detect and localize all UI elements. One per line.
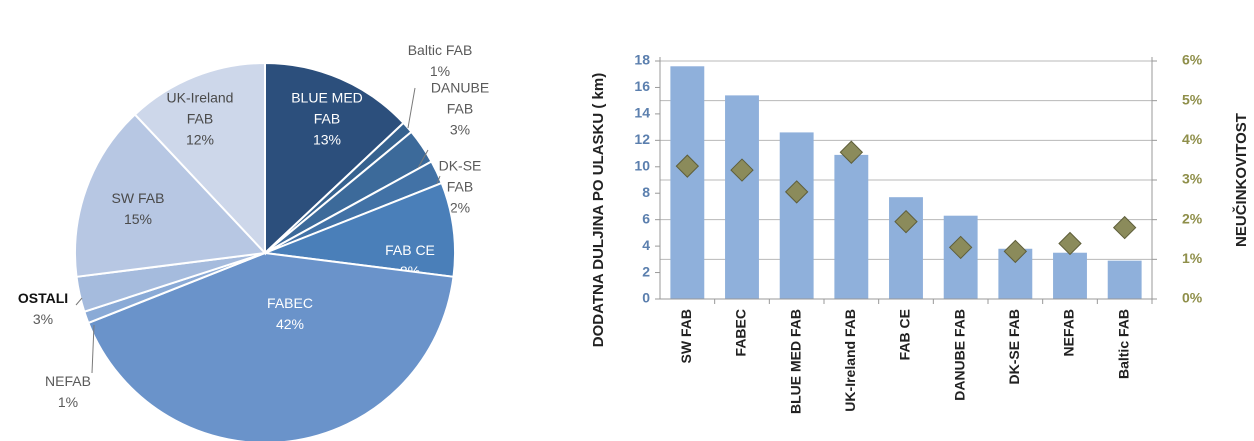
pie-slice-label: FAB xyxy=(447,101,473,117)
y2-tick-label: 4% xyxy=(1182,131,1203,147)
bar xyxy=(1107,260,1142,299)
y-tick-label: 18 xyxy=(634,52,650,68)
pie-slice-label: 13% xyxy=(313,132,341,148)
pie-slice-label: DK-SE xyxy=(439,158,482,174)
x-tick-label: SW FAB xyxy=(678,309,694,363)
bar xyxy=(779,132,814,299)
pie-slice-label: 1% xyxy=(58,394,78,410)
bar-chart: 0 2 4 6 8 10 12 14 16 18 0% 1% 2% 3% 4% 5% 6% SW FAB FABEC… xyxy=(590,52,1250,414)
pie-slice xyxy=(133,61,266,256)
inefficiency-marker xyxy=(730,158,754,182)
pie-slice-label: 42% xyxy=(276,316,304,332)
pie-slice xyxy=(264,181,456,278)
inefficiency-markers xyxy=(675,140,1137,264)
x-tick-label: BLUE MED FAB xyxy=(787,309,803,414)
bar xyxy=(1053,252,1087,299)
y2-tick-label: 6% xyxy=(1182,52,1203,68)
pie-slice-label: 2% xyxy=(450,200,470,216)
bar-series xyxy=(670,66,1142,299)
pie-slice-label: 1% xyxy=(430,63,450,79)
inefficiency-marker xyxy=(1058,231,1082,256)
pie-leader-line xyxy=(407,87,416,129)
x-tick-label: NEFAB xyxy=(1061,309,1077,356)
pie-slice-label: FAB xyxy=(447,179,473,195)
y2-tick-label: 0% xyxy=(1182,290,1203,306)
pie-leader-line xyxy=(417,149,429,169)
pie-leader-line xyxy=(75,297,83,306)
bar xyxy=(670,66,705,299)
pie-slice-label: 3% xyxy=(33,311,53,327)
axes: 0 2 4 6 8 10 12 14 16 18 0% 1% 2% 3% 4% 5% 6% SW FAB FABEC… xyxy=(634,52,1202,414)
y-tick-label: 4 xyxy=(642,237,650,253)
pie-slice-label: SW FAB xyxy=(112,190,165,206)
x-tick-label: DK-SE FAB xyxy=(1006,309,1022,384)
pie-slice-label: FAB CE xyxy=(385,242,435,258)
y2-axis-title: NEUČINKOVITOST xyxy=(1232,113,1250,247)
y-tick-label: 14 xyxy=(634,105,650,121)
pie-slice xyxy=(74,113,268,278)
pie-slice-label: 15% xyxy=(124,211,152,227)
pie-slice-label: FABEC xyxy=(267,295,313,311)
pie-slice-label: NEFAB xyxy=(45,373,91,389)
pie-slice-label: UK-Ireland xyxy=(167,90,234,106)
y-tick-label: 8 xyxy=(642,184,650,200)
pie-slice-label: OSTALI xyxy=(18,290,68,306)
pie-slice-label: BLUE MED xyxy=(291,90,363,106)
y-tick-label: 12 xyxy=(634,131,650,147)
pie-slice-label: 3% xyxy=(450,122,470,138)
y-tick-label: 0 xyxy=(642,290,650,306)
x-tick-label: UK-Ireland FAB xyxy=(842,309,858,412)
inefficiency-marker xyxy=(1003,239,1028,264)
y-tick-label: 16 xyxy=(634,78,650,94)
x-tick-label: FABEC xyxy=(733,309,749,356)
y-axis-title: DODATNA DULJINA PO ULASKU ( km) xyxy=(590,73,607,347)
inefficiency-marker xyxy=(894,209,918,234)
inefficiency-marker xyxy=(839,140,864,164)
pie-slice-label: DANUBE xyxy=(431,80,489,96)
y2-tick-label: 2% xyxy=(1182,210,1203,226)
bar xyxy=(725,95,759,299)
x-tick-label: DANUBE FAB xyxy=(951,309,967,401)
y-tick-label: 6 xyxy=(642,210,650,226)
x-tick-label: FAB CE xyxy=(897,309,913,360)
pie-slice xyxy=(87,251,455,441)
pie-slice-label: 12% xyxy=(186,132,214,148)
bar xyxy=(834,154,869,299)
inefficiency-marker xyxy=(1112,215,1137,240)
pie-leader-line xyxy=(91,324,95,374)
x-tick-label: Baltic FAB xyxy=(1115,309,1131,379)
y2-tick-label: 1% xyxy=(1182,250,1203,266)
inefficiency-marker xyxy=(948,235,973,260)
pie-slice-label: Baltic FAB xyxy=(408,42,473,58)
inefficiency-marker xyxy=(675,154,700,178)
inefficiency-marker xyxy=(784,180,809,204)
pie-slice xyxy=(264,61,405,256)
y-tick-label: 2 xyxy=(642,263,650,279)
y-tick-label: 10 xyxy=(634,157,650,173)
y2-tick-label: 5% xyxy=(1182,91,1203,107)
pie-slice-label: FAB xyxy=(187,111,213,127)
pie-slice-label: FAB xyxy=(314,111,340,127)
y2-tick-label: 3% xyxy=(1182,171,1203,187)
